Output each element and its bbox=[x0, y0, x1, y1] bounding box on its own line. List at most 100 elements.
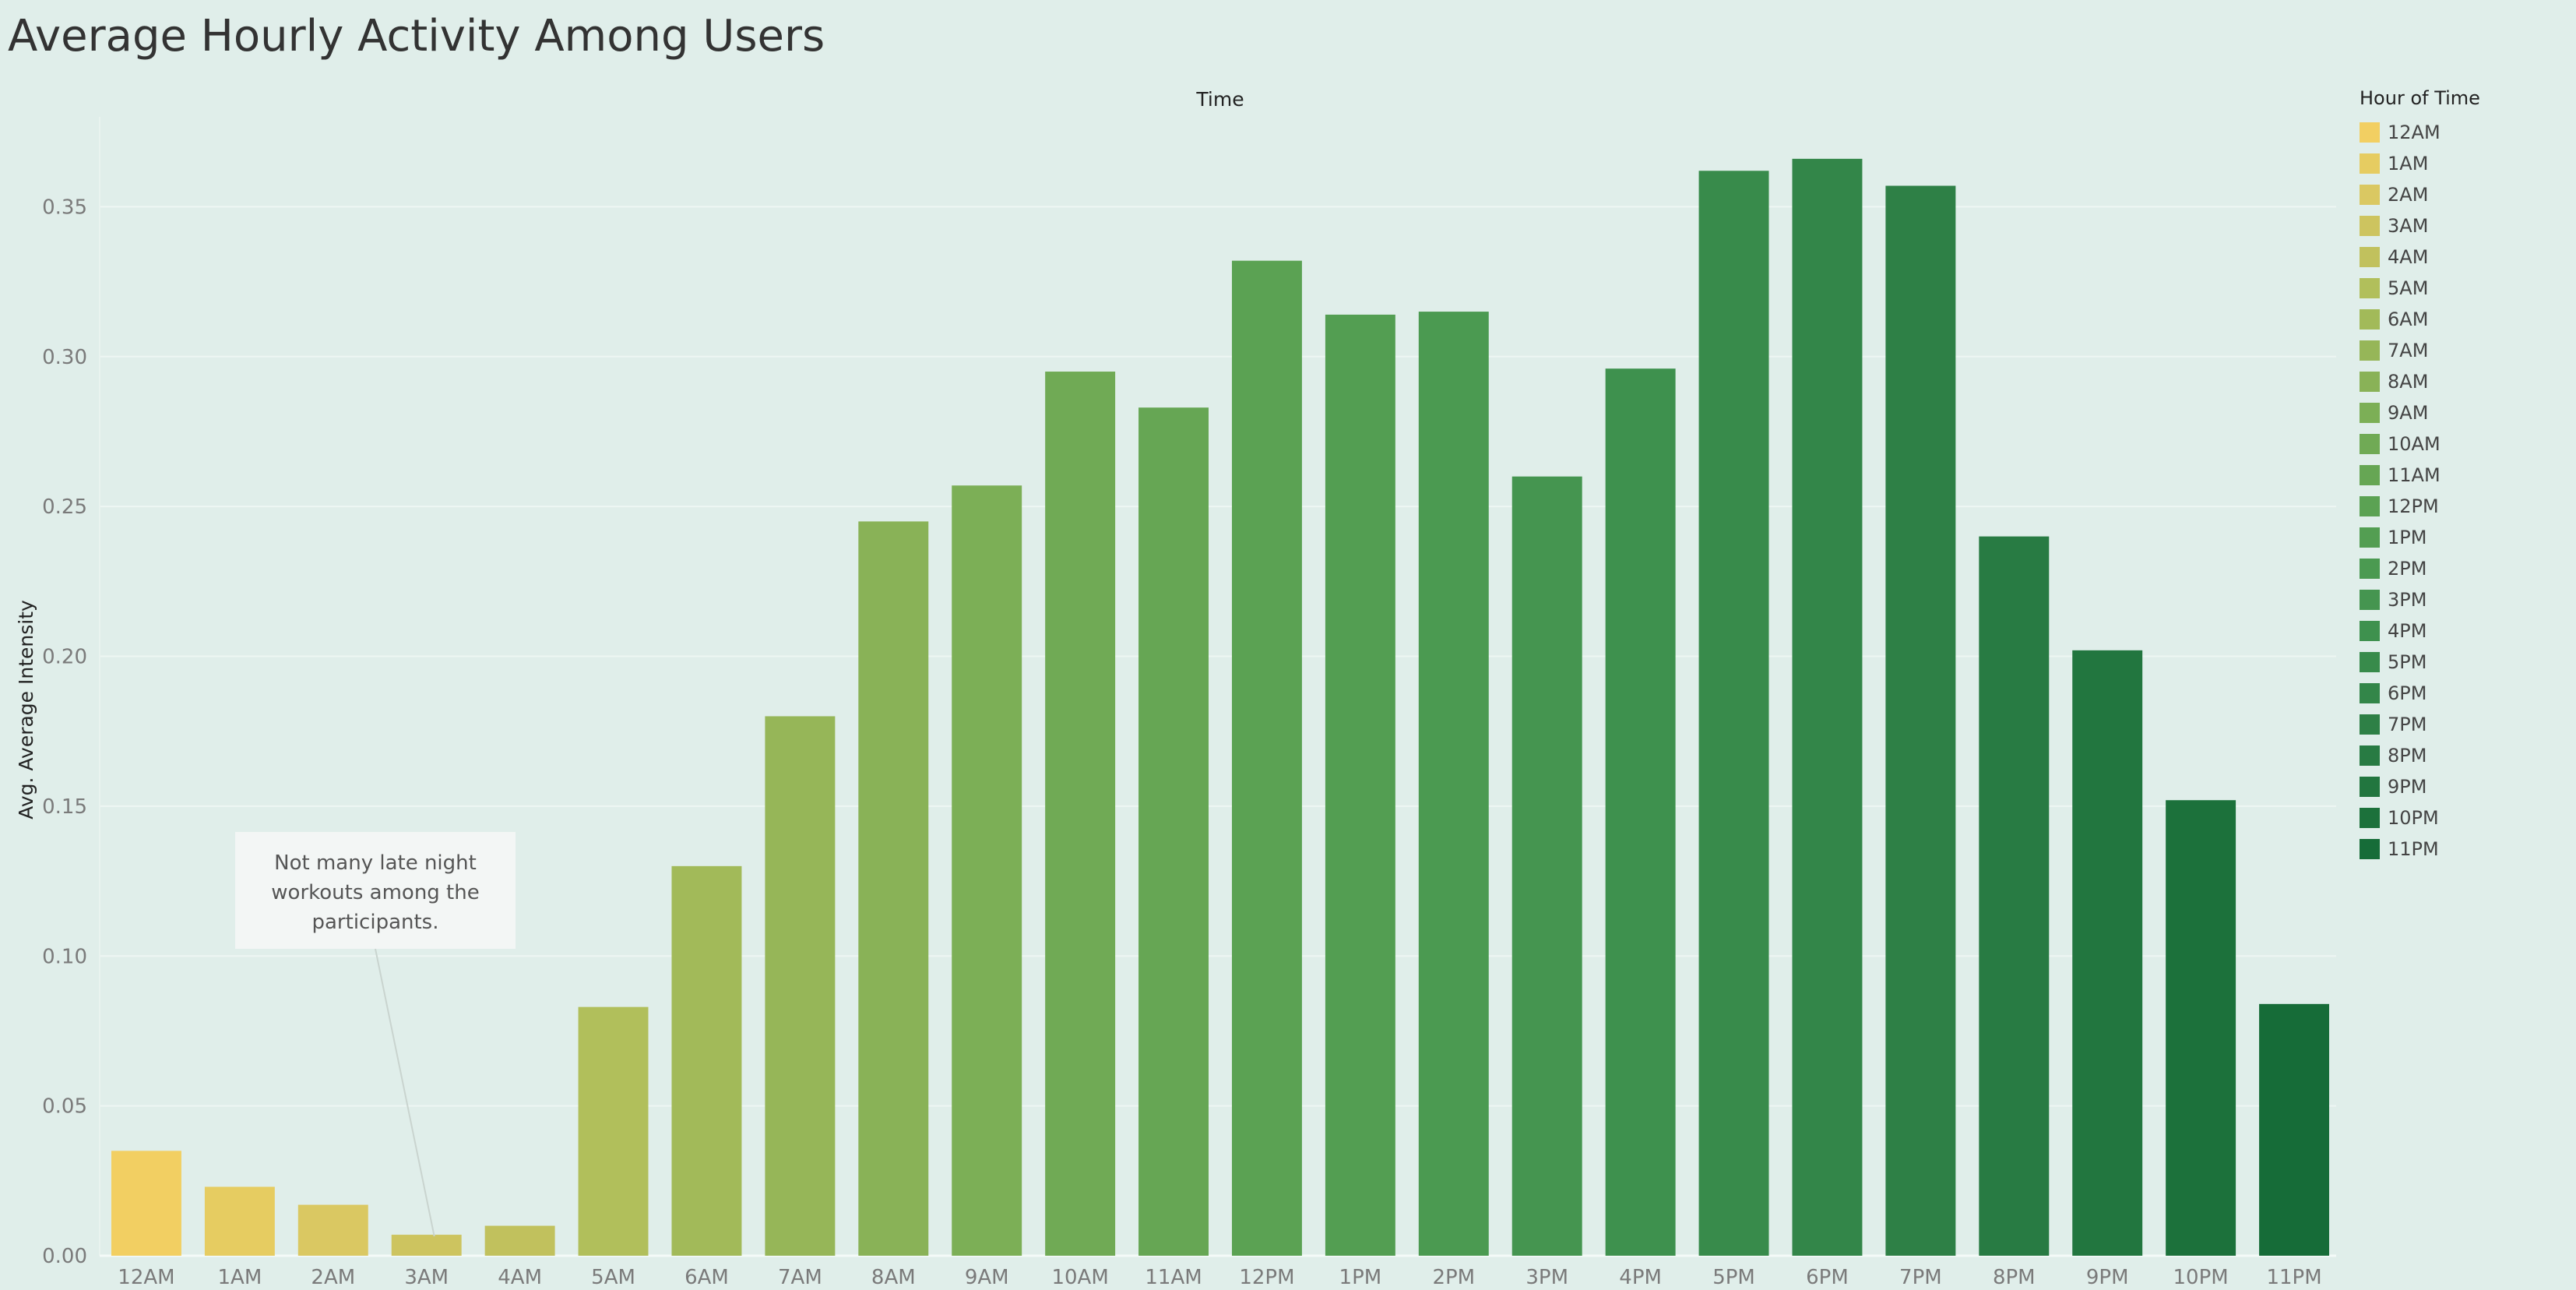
x-tick-label: 4PM bbox=[1619, 1266, 1662, 1289]
legend-label: 2PM bbox=[2388, 558, 2427, 580]
bar[interactable] bbox=[2166, 800, 2236, 1256]
legend-label: 8PM bbox=[2388, 745, 2427, 767]
x-tick-label: 11AM bbox=[1145, 1266, 1202, 1289]
bar[interactable] bbox=[484, 1225, 555, 1256]
axes: 0.00 0.05 0.10 0.15 0.20 0.25 0.30 0.35 12AM 1AM 2… bbox=[15, 88, 2336, 1289]
x-tick-label: 9PM bbox=[2086, 1266, 2129, 1289]
y-tick-label: 0.20 bbox=[42, 646, 87, 669]
legend-item[interactable]: 7AM bbox=[2360, 335, 2562, 366]
bar[interactable] bbox=[1045, 372, 1116, 1256]
legend-swatch bbox=[2360, 839, 2380, 859]
legend-swatch bbox=[2360, 372, 2380, 392]
bar[interactable] bbox=[2072, 650, 2143, 1256]
legend-swatch bbox=[2360, 216, 2380, 236]
legend-label: 10PM bbox=[2388, 807, 2439, 829]
x-tick-label: 6PM bbox=[1806, 1266, 1849, 1289]
legend-item[interactable]: 6PM bbox=[2360, 678, 2562, 709]
legend-item[interactable]: 11PM bbox=[2360, 834, 2562, 865]
legend-label: 4PM bbox=[2388, 620, 2427, 642]
legend-label: 8AM bbox=[2388, 371, 2429, 393]
legend-label: 5PM bbox=[2388, 651, 2427, 673]
legend-item[interactable]: 12AM bbox=[2360, 117, 2562, 148]
legend-item[interactable]: 10PM bbox=[2360, 802, 2562, 834]
legend-item[interactable]: 6AM bbox=[2360, 304, 2562, 335]
y-tick-label: 0.25 bbox=[42, 495, 87, 519]
bar[interactable] bbox=[297, 1204, 368, 1256]
legend-item[interactable]: 5PM bbox=[2360, 647, 2562, 678]
x-tick-label: 5AM bbox=[591, 1266, 635, 1289]
legend-swatch bbox=[2360, 652, 2380, 672]
annotation-text: participants. bbox=[312, 911, 439, 934]
bar-chart: 0.00 0.05 0.10 0.15 0.20 0.25 0.30 0.35 12AM 1AM 2… bbox=[15, 88, 2336, 1289]
legend-item[interactable]: 12PM bbox=[2360, 491, 2562, 522]
legend-item[interactable]: 1AM bbox=[2360, 148, 2562, 179]
legend-item[interactable]: 4AM bbox=[2360, 241, 2562, 273]
legend-swatch bbox=[2360, 714, 2380, 735]
bar[interactable] bbox=[578, 1006, 649, 1256]
legend-item[interactable]: 5AM bbox=[2360, 273, 2562, 304]
x-tick-label: 8AM bbox=[871, 1266, 916, 1289]
legend-item[interactable]: 8PM bbox=[2360, 740, 2562, 771]
legend-swatch bbox=[2360, 465, 2380, 485]
bar[interactable] bbox=[671, 865, 742, 1256]
x-tick-label: 5PM bbox=[1712, 1266, 1755, 1289]
legend-item[interactable]: 7PM bbox=[2360, 709, 2562, 740]
legend-swatch bbox=[2360, 309, 2380, 330]
legend-label: 12PM bbox=[2388, 495, 2439, 517]
legend-item[interactable]: 1PM bbox=[2360, 522, 2562, 553]
legend-label: 5AM bbox=[2388, 277, 2429, 299]
legend-swatch bbox=[2360, 683, 2380, 703]
x-tick-label: 8PM bbox=[1993, 1266, 2036, 1289]
bar[interactable] bbox=[391, 1235, 462, 1256]
legend-swatch bbox=[2360, 590, 2380, 610]
bar[interactable] bbox=[1418, 312, 1489, 1256]
annotation-text: Not many late night bbox=[274, 851, 477, 875]
y-tick-label: 0.10 bbox=[42, 945, 87, 968]
bar[interactable] bbox=[1138, 407, 1209, 1256]
bar[interactable] bbox=[765, 716, 836, 1256]
legend-swatch bbox=[2360, 527, 2380, 548]
legend-swatch bbox=[2360, 185, 2380, 205]
legend-item[interactable]: 2PM bbox=[2360, 553, 2562, 584]
x-tick-label: 12AM bbox=[118, 1266, 174, 1289]
legend-item[interactable]: 10AM bbox=[2360, 428, 2562, 460]
bar[interactable] bbox=[858, 521, 929, 1256]
x-tick-label: 7PM bbox=[1899, 1266, 1942, 1289]
legend-label: 7PM bbox=[2388, 714, 2427, 735]
legend-swatch bbox=[2360, 808, 2380, 828]
legend-label: 2AM bbox=[2388, 184, 2429, 206]
legend-label: 12AM bbox=[2388, 122, 2441, 143]
legend-item[interactable]: 3PM bbox=[2360, 584, 2562, 615]
legend-label: 3PM bbox=[2388, 589, 2427, 611]
x-tick-label: 10PM bbox=[2173, 1266, 2229, 1289]
bar[interactable] bbox=[1605, 368, 1676, 1256]
bar[interactable] bbox=[1698, 171, 1769, 1256]
legend-item[interactable]: 4PM bbox=[2360, 615, 2562, 647]
legend-item[interactable]: 8AM bbox=[2360, 366, 2562, 397]
legend-item[interactable]: 9AM bbox=[2360, 397, 2562, 428]
legend-item[interactable]: 2AM bbox=[2360, 179, 2562, 210]
bar[interactable] bbox=[1231, 260, 1302, 1256]
legend-swatch bbox=[2360, 745, 2380, 766]
bar[interactable] bbox=[1325, 314, 1395, 1257]
bar[interactable] bbox=[204, 1186, 275, 1256]
legend-item[interactable]: 11AM bbox=[2360, 460, 2562, 491]
page-title: Average Hourly Activity Among Users bbox=[8, 11, 825, 62]
bar[interactable] bbox=[952, 485, 1022, 1256]
legend-label: 10AM bbox=[2388, 433, 2441, 455]
legend-item[interactable]: 3AM bbox=[2360, 210, 2562, 241]
bar[interactable] bbox=[1885, 185, 1956, 1256]
y-tick-label: 0.30 bbox=[42, 346, 87, 369]
legend-item[interactable]: 9PM bbox=[2360, 771, 2562, 802]
bar[interactable] bbox=[1511, 476, 1582, 1256]
legend-swatch bbox=[2360, 496, 2380, 516]
y-tick-label: 0.05 bbox=[42, 1095, 87, 1119]
bars bbox=[111, 158, 2330, 1257]
bar[interactable] bbox=[1792, 158, 1863, 1256]
legend-label: 7AM bbox=[2388, 340, 2429, 361]
x-tick-label: 9AM bbox=[965, 1266, 1009, 1289]
bar[interactable] bbox=[2259, 1003, 2330, 1256]
bar[interactable] bbox=[111, 1151, 181, 1256]
bar[interactable] bbox=[1979, 536, 2050, 1256]
legend-label: 11AM bbox=[2388, 464, 2441, 486]
